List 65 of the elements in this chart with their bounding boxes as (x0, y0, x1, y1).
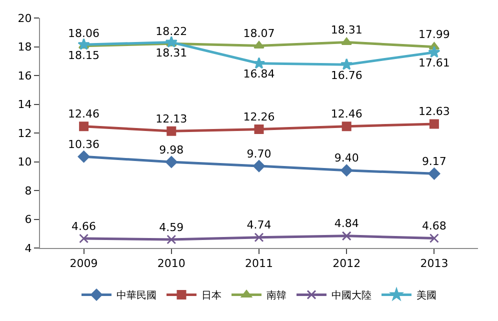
data-label: 18.22 (156, 24, 188, 38)
legend-label: 中國大陸 (332, 290, 372, 302)
point (166, 126, 176, 136)
y-tick-label: 4 (24, 242, 32, 255)
data-label: 9.17 (422, 154, 446, 168)
y-tick-label: 12 (18, 126, 32, 140)
data-label: 12.46 (330, 108, 362, 121)
legend-label: 中華民國 (116, 290, 156, 302)
data-label: 4.74 (246, 218, 272, 232)
point (428, 168, 440, 180)
point (428, 46, 440, 58)
data-label: 17.61 (418, 56, 450, 70)
point (429, 233, 439, 243)
point (78, 38, 90, 50)
point (341, 38, 352, 46)
data-label: 18.31 (330, 24, 362, 37)
x-tick-label: 2011 (245, 257, 273, 270)
data-label: 4.68 (422, 219, 446, 232)
point (342, 122, 352, 132)
point (340, 164, 353, 176)
data-label: 18.07 (243, 26, 275, 40)
data-label: 17.99 (418, 28, 450, 42)
data-label: 9.40 (334, 152, 359, 165)
y-tick-label: 10 (18, 156, 32, 169)
point (253, 160, 265, 172)
data-label: 12.46 (68, 108, 100, 121)
y-tick-label: 18 (18, 40, 32, 54)
point (79, 122, 89, 132)
legend-label: 美國 (416, 290, 436, 302)
y-tick-label: 14 (18, 98, 32, 112)
x-tick-label: 2010 (157, 257, 186, 270)
data-label: 4.66 (72, 220, 96, 233)
y-tick-label: 16 (18, 69, 32, 82)
data-label: 4.59 (159, 220, 184, 234)
point (166, 234, 176, 244)
point (254, 40, 264, 48)
data-label: 16.76 (330, 68, 362, 82)
point (165, 36, 178, 48)
x-tick-label: 2009 (70, 257, 98, 270)
y-tick-label: 6 (24, 213, 32, 226)
legend-label: 日本 (202, 290, 222, 302)
legend-label: 南韓 (266, 290, 286, 302)
data-label: 12.26 (243, 110, 275, 124)
y-tick-label: 8 (24, 184, 32, 198)
data-label: 16.84 (243, 68, 275, 81)
data-label: 18.15 (68, 48, 100, 62)
data-label: 4.84 (334, 217, 359, 230)
point (340, 58, 353, 70)
point (165, 156, 178, 168)
point (79, 234, 89, 244)
x-tick-label: 2013 (420, 257, 448, 270)
x-tick-label: 2012 (332, 257, 361, 270)
point (78, 150, 90, 163)
data-label: 9.70 (246, 147, 272, 160)
point (429, 119, 439, 129)
data-label: 9.98 (159, 143, 184, 156)
y-tick-label: 20 (18, 12, 32, 25)
data-label: 10.36 (68, 138, 100, 151)
data-label: 12.63 (418, 105, 450, 118)
data-label: 18.06 (68, 27, 100, 40)
point (254, 232, 264, 242)
point (342, 231, 352, 241)
data-label: 12.13 (156, 112, 188, 126)
point (254, 124, 264, 134)
data-label: 18.31 (156, 46, 188, 60)
